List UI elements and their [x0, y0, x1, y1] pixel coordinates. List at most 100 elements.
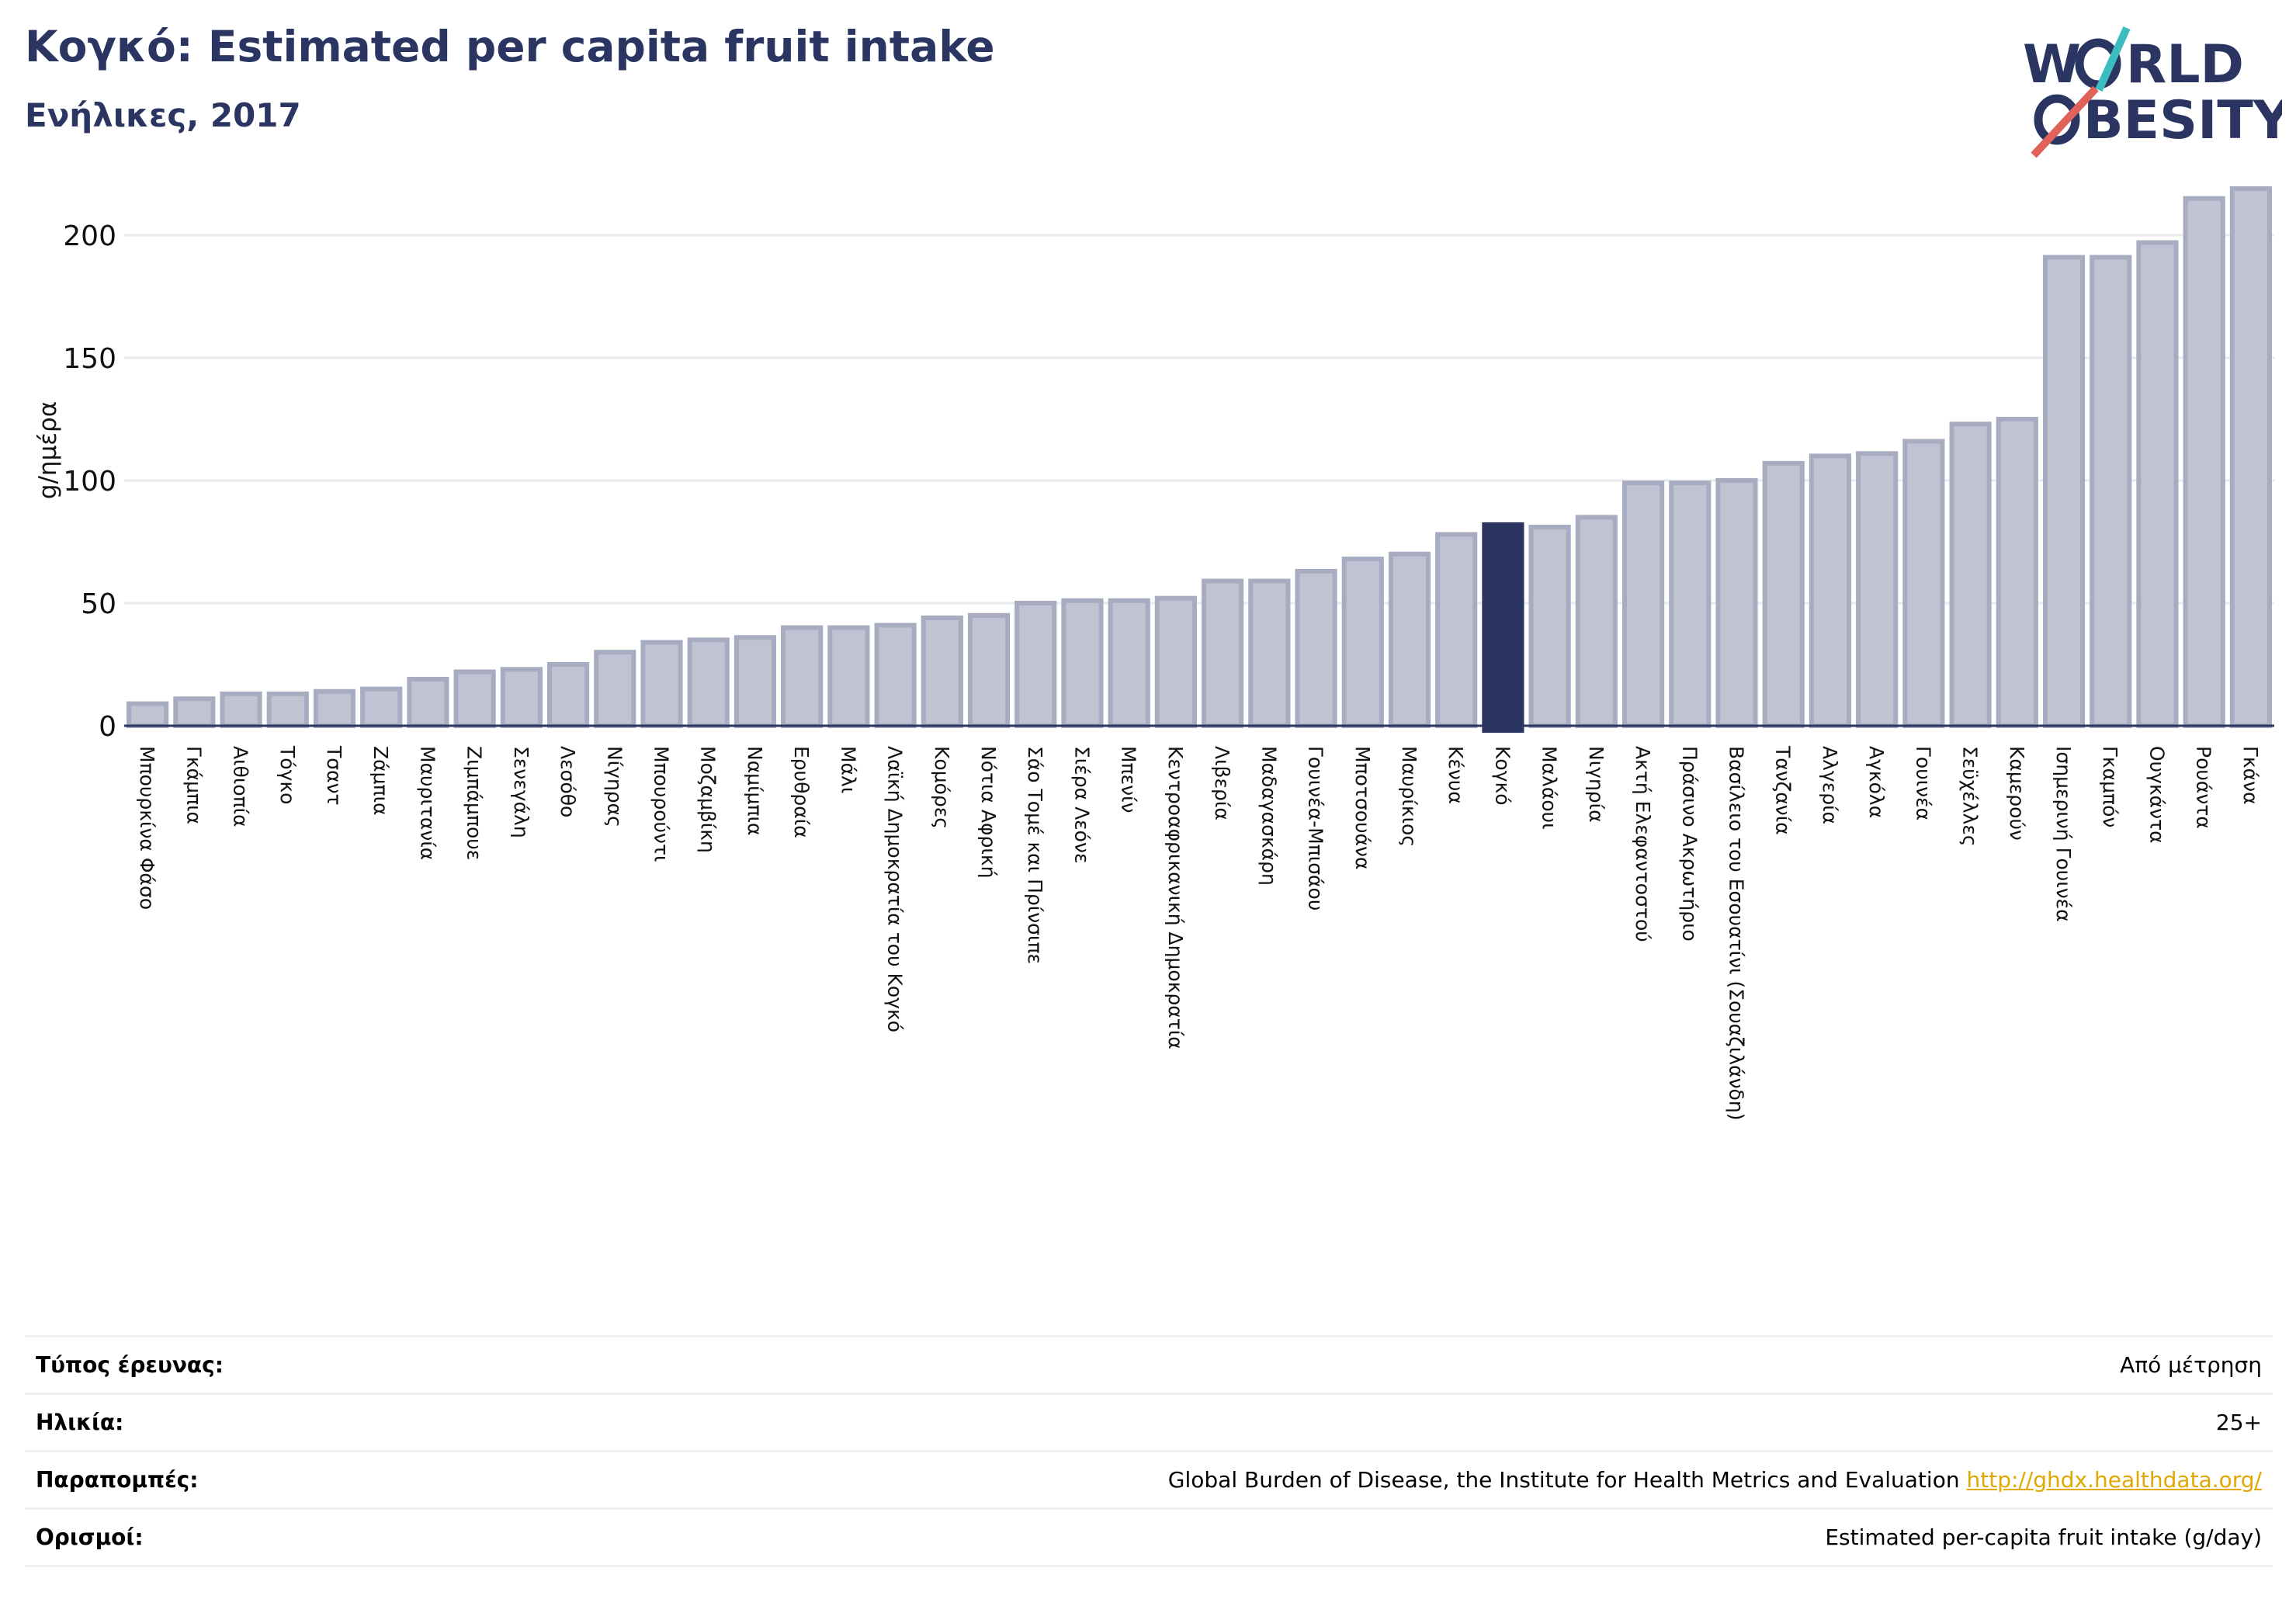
x-tick-label: Αλγερία	[1819, 746, 1841, 824]
bar-24	[1248, 578, 1291, 728]
y-tick-label: 100	[63, 466, 116, 498]
y-tick-label: 150	[63, 343, 116, 375]
x-tick-label: Γκαμπόν	[2099, 746, 2121, 827]
bar-12	[687, 637, 730, 729]
info-table: Τύπος έρευνας: Από μέτρηση Ηλικία: 25+ Π…	[25, 1335, 2273, 1567]
bar-9	[546, 662, 590, 728]
bar-33	[1669, 480, 1712, 728]
x-tick-label: Νιγηρία	[1585, 746, 1608, 823]
y-tick-label: 50	[81, 588, 116, 620]
bar-35	[1762, 460, 1805, 728]
bar-44	[2183, 196, 2225, 729]
page-title: Κογκό: Estimated per capita fruit intake	[25, 22, 995, 71]
x-tick-label: Ισημερινή Γουινέα	[2052, 746, 2075, 922]
bar-40	[1996, 417, 2038, 728]
x-tick-label: Μπουρκίνα Φάσο	[136, 746, 158, 910]
bar-31	[1575, 515, 1618, 729]
bar-0	[127, 701, 169, 728]
bar-26	[1341, 557, 1384, 728]
bar-16	[874, 623, 917, 728]
bar-43	[2136, 240, 2179, 729]
info-row-survey-type: Τύπος έρευνας: Από μέτρηση	[25, 1335, 2273, 1393]
info-key: Τύπος έρευνας:	[36, 1352, 224, 1378]
bar-22	[1154, 595, 1197, 728]
x-tick-label: Νότια Αφρική	[977, 746, 1000, 878]
bar-23	[1202, 578, 1244, 728]
bar-3	[266, 691, 309, 728]
bar-38	[1902, 439, 1945, 728]
x-tick-label: Τσαντ	[323, 745, 345, 806]
x-tick-label: Σεϋχέλλες	[1959, 746, 1982, 847]
info-value-references: Global Burden of Disease, the Institute …	[1168, 1467, 2273, 1493]
bar-39	[1949, 421, 1992, 728]
y-tick-label: 200	[63, 220, 116, 252]
info-key: Ηλικία:	[36, 1410, 124, 1435]
x-tick-label: Μαυρίκιος	[1398, 746, 1420, 847]
x-tick-label: Γκάνα	[2239, 746, 2262, 805]
y-axis-label: g/ημέρα	[34, 401, 62, 499]
bar-41	[2042, 255, 2086, 728]
bar-27	[1388, 551, 1431, 728]
bar-7	[453, 669, 496, 728]
info-row-age: Ηλικία: 25+	[25, 1393, 2273, 1450]
bar-30	[1528, 525, 1571, 728]
x-tick-label: Ρουάντα	[2193, 746, 2215, 829]
x-tick-label: Τανζανία	[1772, 745, 1795, 835]
x-tick-label: Μαυριτανία	[416, 746, 439, 860]
logo-slash-bottom	[2031, 85, 2099, 158]
x-tick-label: Ζάμπια	[369, 746, 392, 816]
bar-19	[1014, 601, 1057, 728]
bar-21	[1108, 598, 1150, 729]
x-tick-label: Σενεγάλη	[510, 746, 532, 838]
world-obesity-logo: WORLD OBESITY	[2023, 26, 2282, 158]
x-tick-label: Λεσόθο	[557, 746, 579, 817]
x-tick-label: Αιθιοπία	[230, 746, 252, 827]
x-tick-label: Γουινέα	[1912, 746, 1934, 820]
bar-45	[2229, 186, 2272, 728]
bar-34	[1715, 478, 1758, 728]
bar-17	[921, 615, 963, 729]
x-tick-label: Μπενίν	[1118, 746, 1140, 813]
x-tick-label: Μαδαγασκάρη	[1257, 746, 1280, 886]
x-tick-label: Πράσινο Ακρωτήριο	[1678, 746, 1701, 942]
x-tick-label: Αγκόλα	[1865, 746, 1888, 818]
x-tick-label: Γουινέα-Μπισάου	[1305, 746, 1327, 910]
x-tick-label: Γκάμπια	[182, 746, 205, 824]
x-tick-label: Τόγκο	[276, 745, 299, 804]
x-tick-label: Νίγηρας	[603, 746, 626, 827]
bar-2	[220, 691, 262, 728]
info-value: Estimated per-capita fruit intake (g/day…	[1825, 1524, 2262, 1550]
x-tick-label: Ερυθραία	[790, 746, 813, 838]
bar-14	[781, 625, 824, 728]
x-tick-label: Μάλι	[837, 746, 859, 793]
logo-text-line1: WORLD	[2023, 34, 2244, 95]
bar-5	[360, 686, 403, 728]
info-value: Από μέτρηση	[2120, 1352, 2262, 1378]
bar-8	[500, 667, 543, 729]
x-tick-label: Μπουρούντι	[650, 746, 673, 862]
x-tick-label: Λαϊκή Δημοκρατία του Κογκό	[884, 746, 907, 1032]
x-tick-label: Κομόρες	[931, 746, 953, 829]
x-tick-label: Μαλάουι	[1538, 746, 1561, 830]
bar-37	[1856, 451, 1899, 728]
bar-1	[173, 696, 216, 728]
logo-o-bottom	[2034, 94, 2080, 145]
axis-layer: 0 50 100 150 200 Μπουρκίνα Φάσο Γκάμπια Αιθιοπί…	[63, 220, 2274, 1120]
bar-42	[2090, 255, 2132, 728]
bar-25	[1295, 568, 1337, 728]
x-tick-label: Κογκό	[1491, 746, 1514, 806]
bar-11	[640, 640, 683, 728]
x-tick-label: Λιβερία	[1211, 746, 1233, 820]
bar-28	[1435, 532, 1478, 729]
x-tick-label: Σάο Τομέ και Πρίνσιπε	[1024, 746, 1046, 964]
info-key: Παραπομπές:	[36, 1467, 199, 1493]
bar-29	[1482, 522, 1524, 733]
y-tick-label: 0	[99, 711, 116, 743]
bar-chart: 0 50 100 150 200 Μπουρκίνα Φάσο Γκάμπια Αιθιοπί…	[34, 186, 2274, 1120]
bar-10	[594, 650, 636, 729]
info-key: Ορισμοί:	[36, 1524, 144, 1550]
reference-text: Global Burden of Disease, the Institute …	[1167, 1467, 1960, 1493]
reference-link[interactable]: http://ghdx.healthdata.org/	[1966, 1467, 2262, 1493]
x-tick-label: Κεντροαφρικανική Δημοκρατία	[1164, 746, 1187, 1049]
bar-18	[967, 612, 1011, 728]
